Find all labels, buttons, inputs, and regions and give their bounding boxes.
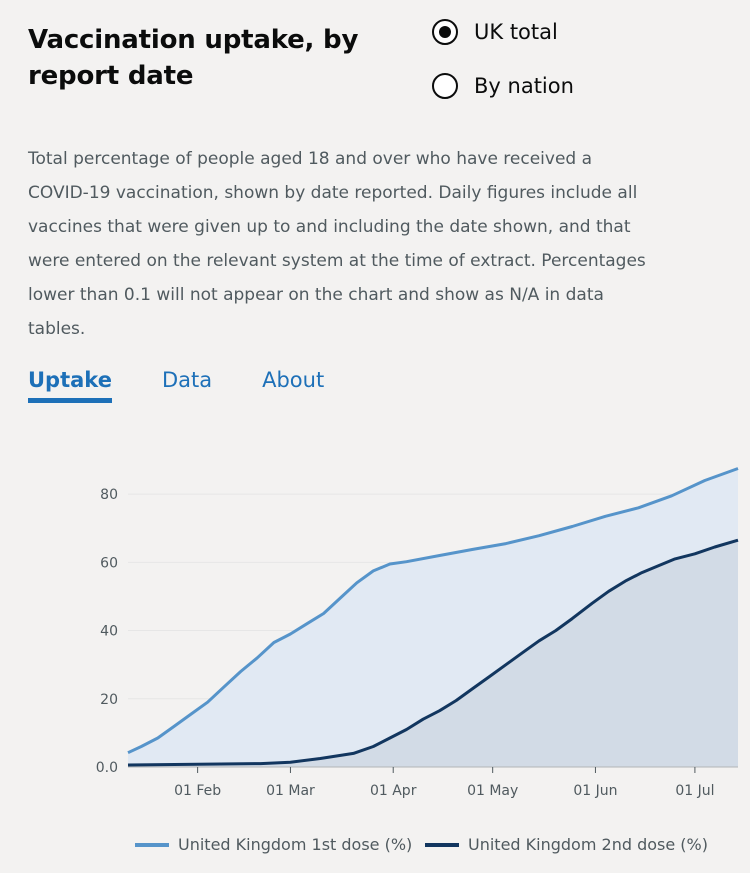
chart-legend: United Kingdom 1st dose (%) United Kingdo… (135, 835, 708, 854)
y-tick-label: 20 (100, 692, 118, 708)
chart-lines (127, 467, 739, 767)
x-tick-label: 01 Jul (675, 783, 714, 799)
radio-button-selected-icon[interactable] (432, 19, 458, 45)
radio-label-uk-total: UK total (474, 20, 558, 44)
uptake-area-chart: 0.0 20 40 60 80 01 Feb 01 Mar 01 Apr 01 May 01 J… (96, 467, 739, 854)
y-tick-label: 0.0 (96, 760, 118, 776)
radio-uk-total[interactable]: UK total (432, 14, 574, 50)
y-tick-label: 80 (100, 487, 118, 503)
x-axis: 01 Feb 01 Mar 01 Apr 01 May 01 Jun 01 Jul (128, 766, 738, 799)
series-2-line (127, 538, 739, 767)
chart-areas (128, 468, 738, 767)
x-tick-label: 01 Mar (266, 783, 315, 799)
x-tick-label: 01 Jun (573, 783, 617, 799)
tab-bar: Uptake Data About (28, 368, 374, 403)
radio-button-unselected-icon[interactable] (432, 73, 458, 99)
tab-uptake[interactable]: Uptake (28, 368, 112, 403)
chart-description: Total percentage of people aged 18 and o… (28, 149, 646, 339)
x-tick-label: 01 Feb (174, 783, 221, 799)
legend-label-2: United Kingdom 2nd dose (%) (468, 835, 708, 854)
y-tick-label: 40 (100, 624, 118, 640)
view-selector: UK total By nation (432, 14, 574, 122)
y-axis: 0.0 20 40 60 80 (96, 487, 118, 776)
radio-by-nation[interactable]: By nation (432, 68, 574, 104)
series-1-line (127, 467, 739, 755)
tab-data[interactable]: Data (161, 368, 213, 392)
x-tick-label: 01 Apr (370, 783, 417, 799)
series-2-area (128, 540, 738, 767)
page-title: Vaccination uptake, by report date (28, 25, 359, 91)
y-tick-label: 60 (100, 555, 118, 571)
x-tick-label: 01 May (467, 783, 518, 799)
radio-label-by-nation: By nation (474, 74, 574, 98)
tab-about[interactable]: About (262, 368, 325, 392)
legend-label-1: United Kingdom 1st dose (%) (178, 835, 412, 854)
